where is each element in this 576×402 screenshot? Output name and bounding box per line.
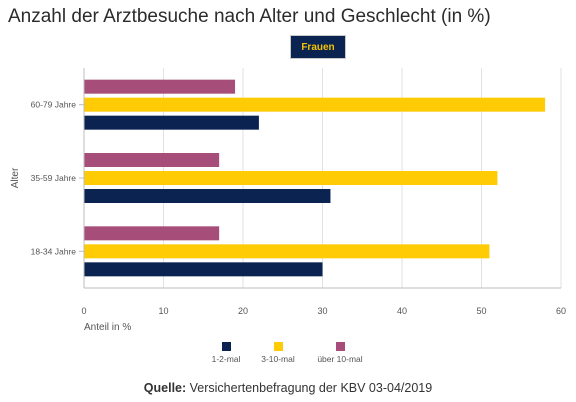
bar-18-34-jahre-1-2-mal[interactable]	[84, 262, 323, 277]
bar-60-79-jahre-1-2-mal[interactable]	[84, 115, 259, 130]
bar-60-79-jahre-3-10-mal[interactable]	[84, 97, 546, 112]
x-tick-label-10: 10	[158, 306, 168, 316]
x-tick-label-60: 60	[556, 306, 566, 316]
y-axis-title: Alter	[10, 167, 21, 188]
legend-label-3-10-mal: 3-10-mal	[261, 354, 295, 364]
legend-label-1-2-mal: 1-2-mal	[212, 354, 241, 364]
bar-60-79-jahre-ueber-10-mal[interactable]	[84, 79, 236, 94]
bar-18-34-jahre-3-10-mal[interactable]	[84, 244, 490, 259]
x-tick-label-0: 0	[81, 306, 86, 316]
source-note: Quelle: Versichertenbefragung der KBV 03…	[0, 381, 576, 395]
legend-swatch-1-2-mal	[222, 342, 231, 351]
source-label: Quelle:	[143, 381, 187, 395]
legend-swatch-ueber-10-mal	[336, 342, 345, 351]
bar-35-59-jahre-3-10-mal[interactable]	[84, 171, 498, 185]
y-tick-label-60-79-jahre: 60-79 Jahre	[31, 100, 77, 110]
frauen-toggle-button[interactable]: Frauen	[290, 35, 346, 59]
bar-35-59-jahre-ueber-10-mal[interactable]	[84, 153, 220, 167]
legend-label-ueber-10-mal: über 10-mal	[317, 354, 362, 364]
x-axis-title: Anteil in %	[84, 322, 131, 333]
x-tick-label-40: 40	[397, 306, 407, 316]
y-tick-label-18-34-jahre: 18-34 Jahre	[31, 246, 77, 256]
bars	[84, 79, 546, 277]
chart-title: Anzahl der Arztbesuche nach Alter und Ge…	[8, 6, 491, 27]
legend-swatch-3-10-mal	[274, 342, 283, 351]
bar-35-59-jahre-1-2-mal[interactable]	[84, 189, 331, 203]
x-tick-label-50: 50	[476, 306, 486, 316]
legend-item-ueber-10-mal[interactable]: über 10-mal	[317, 342, 363, 364]
source-text: Versichertenbefragung der KBV 03-04/2019	[186, 381, 433, 395]
axes: 0 10 20 30 40 50 60 60-79 Jahre 35-59 Jahre 18-34…	[10, 68, 566, 333]
x-tick-label-20: 20	[238, 306, 248, 316]
legend[interactable]: 1-2-mal 3-10-mal über 10-mal	[212, 342, 363, 364]
legend-item-3-10-mal[interactable]: 3-10-mal	[261, 342, 295, 364]
x-tick-label-30: 30	[317, 306, 327, 316]
legend-item-1-2-mal[interactable]: 1-2-mal	[212, 342, 241, 364]
bar-18-34-jahre-ueber-10-mal[interactable]	[84, 226, 220, 241]
y-tick-label-35-59-jahre: 35-59 Jahre	[31, 173, 77, 183]
